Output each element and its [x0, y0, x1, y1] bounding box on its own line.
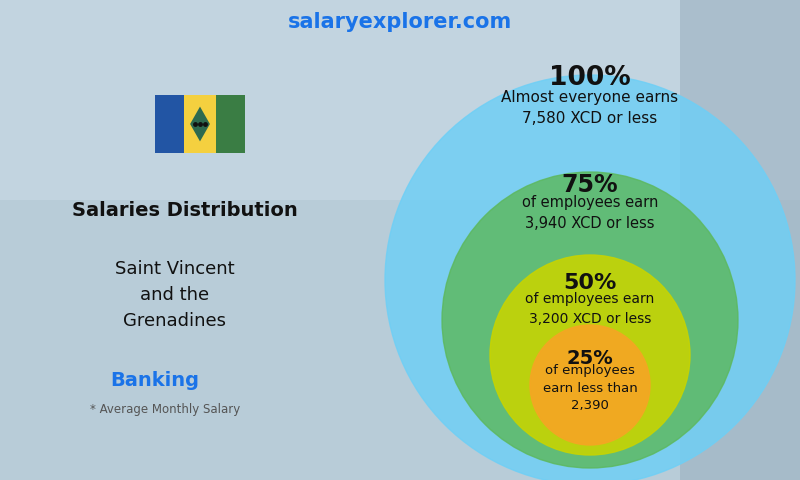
Bar: [680, 0, 800, 480]
Text: salaryexplorer.com: salaryexplorer.com: [288, 12, 512, 32]
Bar: [155, 95, 184, 153]
Circle shape: [490, 255, 690, 455]
Text: of employees earn
3,940 XCD or less: of employees earn 3,940 XCD or less: [522, 195, 658, 231]
Text: * Average Monthly Salary: * Average Monthly Salary: [90, 404, 240, 417]
Text: 100%: 100%: [549, 65, 631, 91]
Bar: [216, 95, 245, 153]
Polygon shape: [190, 107, 210, 142]
Circle shape: [385, 75, 795, 480]
Text: Saint Vincent
and the
Grenadines: Saint Vincent and the Grenadines: [115, 260, 235, 330]
Circle shape: [442, 172, 738, 468]
Text: of employees earn
3,200 XCD or less: of employees earn 3,200 XCD or less: [526, 292, 654, 326]
Bar: [0, 0, 800, 200]
Text: Almost everyone earns
7,580 XCD or less: Almost everyone earns 7,580 XCD or less: [502, 90, 678, 126]
Text: of employees
earn less than
2,390: of employees earn less than 2,390: [542, 364, 638, 412]
Text: 75%: 75%: [562, 173, 618, 197]
Text: Salaries Distribution: Salaries Distribution: [72, 201, 298, 219]
Circle shape: [530, 325, 650, 445]
Bar: [184, 95, 216, 153]
Text: 50%: 50%: [563, 273, 617, 293]
Text: 25%: 25%: [566, 348, 614, 368]
Text: Banking: Banking: [110, 371, 199, 389]
